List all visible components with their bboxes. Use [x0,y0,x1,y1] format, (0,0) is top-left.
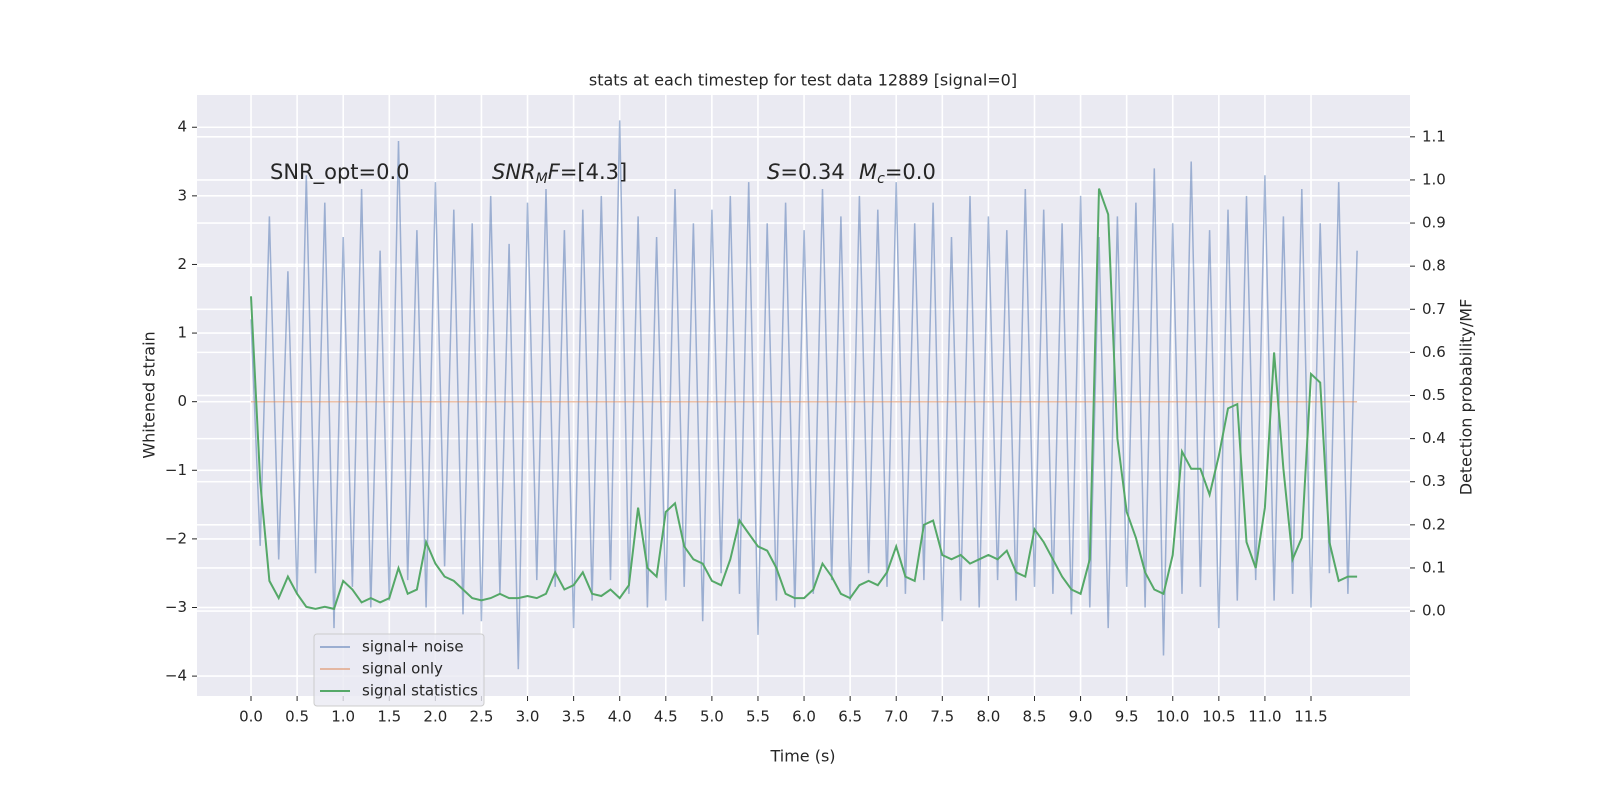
x-tick-label: 9.5 [1115,708,1139,726]
x-tick-label: 3.0 [516,708,540,726]
series-line [250,188,1358,611]
y-tick-label: 3 [177,186,187,204]
y2-tick-label: 0.9 [1422,214,1446,232]
y-axis-label: Whitened strain [140,331,159,458]
y2-tick-label: 1.0 [1422,170,1446,188]
annotation-base: SNR_opt=0.0 [270,160,410,185]
x-tick-label: 2.0 [423,708,447,726]
y2-tick-label: 1.1 [1422,127,1446,145]
y-tick-label: −3 [165,598,187,616]
x-tick-label: 11.0 [1248,708,1281,726]
x-tick-label: 6.0 [792,708,816,726]
y-tick-label: 1 [177,324,187,342]
y2-tick-label: 0.7 [1422,300,1446,318]
annotation-rest: =0.34 [780,160,844,184]
series-line [250,120,1358,670]
legend-label: signal+ noise [362,638,464,656]
x-tick-label: 3.5 [562,708,586,726]
annotation: SNR_opt=0.0 [270,160,410,185]
y-tick-label: −2 [165,529,187,547]
x-axis-label: Time (s) [769,747,835,766]
x-tick-label: 10.5 [1202,708,1235,726]
annotation-base: S [767,160,780,184]
y-tick-label: 2 [177,255,187,273]
legend-label: signal only [362,660,443,678]
x-tick-label: 10.0 [1156,708,1189,726]
annotation: S=0.34 [767,160,845,184]
x-tick-label: 8.0 [976,708,1000,726]
x-tick-label: 6.5 [838,708,862,726]
y2-tick-label: 0.8 [1422,257,1446,275]
y-tick-label: 4 [177,118,187,136]
x-tick-label: 11.5 [1294,708,1327,726]
y2-tick-label: 0.5 [1422,386,1446,404]
x-tick-label: 5.0 [700,708,724,726]
annotation-rest-italic: F [548,160,561,184]
y-tick-label: −4 [165,667,187,685]
annotation-rest: =0.0 [885,160,936,184]
x-tick-label: 2.5 [470,708,494,726]
x-tick-label: 7.5 [930,708,954,726]
y2-tick-label: 0.2 [1422,515,1446,533]
x-tick-label: 1.5 [377,708,401,726]
y2-axis-label: Detection probability/MF [1457,299,1476,496]
annotation-base: M [859,160,877,184]
y2-tick-label: 0.4 [1422,429,1446,447]
y2-tick-label: 0.6 [1422,343,1446,361]
x-tick-label: 1.0 [331,708,355,726]
x-tick-label: 5.5 [746,708,770,726]
annotation: Mc=0.0 [859,160,936,187]
x-tick-label: 8.5 [1023,708,1047,726]
y-tick-label: 0 [177,392,187,410]
annotation-rest: F=[4.3] [548,160,627,184]
y2-tick-label: 0.0 [1422,602,1446,620]
annotation: SNRMF=[4.3] [492,160,627,187]
x-tick-label: 4.5 [654,708,678,726]
legend-box [313,633,485,707]
x-tick-label: 0.5 [285,708,309,726]
x-tick-label: 0.0 [239,708,263,726]
y2-tick-label: 0.3 [1422,472,1446,490]
x-tick-label: 4.0 [608,708,632,726]
annotation-base: SNR [492,160,536,184]
annotation-sub: c [877,171,885,187]
chart-title: stats at each timestep for test data 128… [589,71,1017,90]
y2-tick-label: 0.1 [1422,558,1446,576]
x-tick-label: 7.0 [884,708,908,726]
annotation-sub: M [536,171,548,187]
y-tick-label: −1 [165,461,187,479]
x-tick-label: 9.0 [1069,708,1093,726]
legend-label: signal statistics [362,682,478,700]
